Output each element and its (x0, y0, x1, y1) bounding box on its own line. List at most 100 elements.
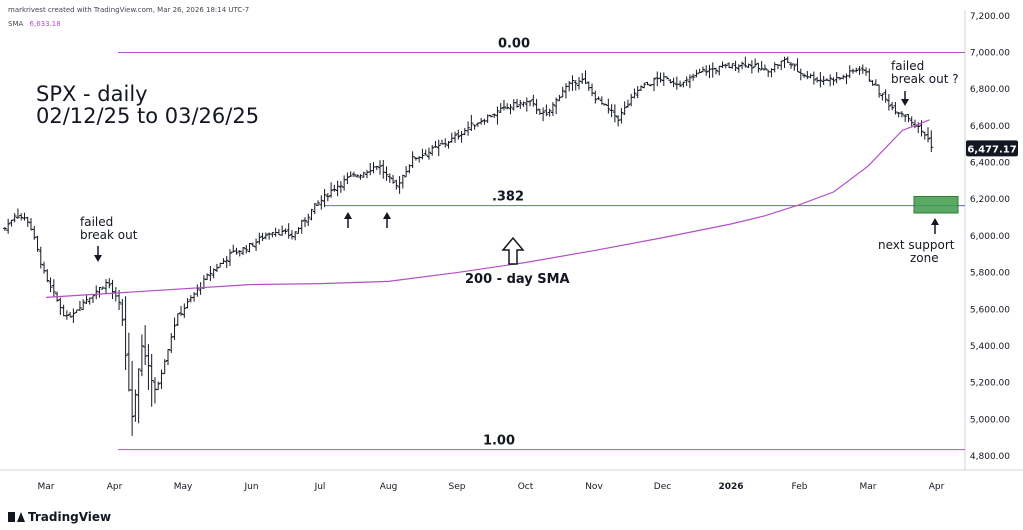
price-bar (195, 284, 200, 297)
price-bar (136, 368, 141, 424)
tradingview-logo[interactable]: TradingView (8, 510, 111, 524)
price-bar (635, 86, 640, 99)
price-bar (922, 131, 927, 140)
price-tick-label: 7,000.00 (970, 49, 1010, 59)
price-bar (658, 72, 663, 83)
price-bar (749, 60, 754, 74)
price-tick-label: 6,600.00 (970, 122, 1010, 132)
price-bar (462, 127, 467, 136)
price-bar (492, 113, 497, 118)
price-bar (384, 166, 389, 181)
price-bar (38, 246, 43, 269)
price-bar (700, 66, 705, 73)
support-zone-box (913, 195, 959, 214)
price-bar (149, 353, 154, 407)
price-tick-label: 5,400.00 (970, 342, 1010, 352)
price-bar (753, 58, 758, 68)
price-bar (361, 171, 366, 178)
price-bar (77, 300, 82, 312)
price-bar (345, 172, 350, 185)
price-bar (772, 62, 777, 73)
price-bar (162, 359, 167, 375)
price-bar (697, 68, 702, 74)
price-bar (534, 98, 539, 115)
price-bar (15, 208, 20, 219)
price-bar (762, 64, 767, 71)
price-bar (146, 344, 151, 390)
price-bar (413, 157, 418, 161)
price-bar (782, 56, 787, 68)
price-bar (97, 287, 102, 298)
price-tick-label: 5,000.00 (970, 415, 1010, 425)
price-bar (596, 96, 601, 100)
price-bar (276, 228, 281, 236)
price-bar (681, 81, 686, 88)
price-bar (890, 101, 895, 111)
tradingview-logo-label: TradingView (28, 510, 112, 524)
price-bar (671, 77, 676, 88)
price-bar (661, 72, 666, 86)
price-bar (903, 114, 908, 122)
price-bar (2, 227, 7, 231)
price-bar (899, 111, 904, 118)
price-bar (244, 244, 249, 254)
price-bar (844, 73, 849, 85)
price-bar (824, 78, 829, 81)
sma-legend[interactable]: SMA 6,633.18 (8, 20, 61, 28)
price-bar (64, 310, 69, 320)
price-tick-label: 6,800.00 (970, 85, 1010, 95)
price-bar (505, 103, 510, 110)
price-bar (351, 171, 356, 178)
price-bar (707, 64, 712, 79)
price-bar (655, 71, 660, 87)
price-bar (906, 114, 911, 123)
price-bar (342, 175, 347, 191)
price-bar (371, 162, 376, 174)
price-bar (28, 218, 33, 231)
time-tick-label: Nov (585, 482, 603, 492)
price-bar (668, 79, 673, 84)
price-bar (515, 98, 520, 108)
price-bar (51, 279, 56, 298)
price-tick-label: 6,200.00 (970, 195, 1010, 205)
chart-subtitle: 02/12/25 to 03/26/25 (36, 104, 259, 128)
price-bar (880, 93, 885, 101)
price-bar (247, 243, 252, 253)
fib-level-label: .382 (492, 190, 524, 205)
price-bar (733, 60, 738, 72)
price-bar (912, 119, 917, 129)
price-bar (831, 77, 836, 86)
price-bar (250, 242, 255, 247)
price-bar (241, 247, 246, 256)
price-bar (521, 101, 526, 107)
annotation-sma-label: 200 - day SMA (465, 272, 570, 287)
time-axis[interactable]: Mar Apr May Jun Jul Aug Sep Oct Nov Dec 2026 Feb Mar… (38, 482, 945, 492)
sma-legend-name: SMA (8, 20, 24, 28)
tradingview-logo-icon (8, 512, 25, 522)
time-tick-label: Jul (314, 482, 326, 492)
fib-levels: 0.00 .382 1.00 (118, 37, 965, 451)
price-bar (302, 217, 307, 228)
price-bar (443, 138, 448, 148)
price-bar (665, 76, 670, 80)
time-tick-label: Feb (792, 482, 808, 492)
price-bar (785, 56, 790, 64)
price-bar (524, 97, 529, 112)
price-tick-label: 7,200.00 (970, 12, 1010, 22)
price-bar (687, 74, 692, 89)
price-axis[interactable]: 4,800.00 5,000.00 5,200.00 5,400.00 5,600.00… (970, 12, 1010, 462)
price-bar (710, 62, 715, 78)
price-bar (603, 103, 608, 106)
price-bar (576, 77, 581, 90)
time-tick-label: Apr (107, 482, 123, 492)
price-bar (792, 63, 797, 71)
price-tick-label: 4,800.00 (970, 452, 1010, 462)
price-bar (205, 273, 210, 281)
price-bar (289, 230, 294, 240)
price-bar (488, 114, 493, 118)
price-bar (567, 80, 572, 92)
price-bar (299, 219, 304, 234)
price-bar (828, 74, 833, 87)
price-bar (104, 279, 109, 294)
